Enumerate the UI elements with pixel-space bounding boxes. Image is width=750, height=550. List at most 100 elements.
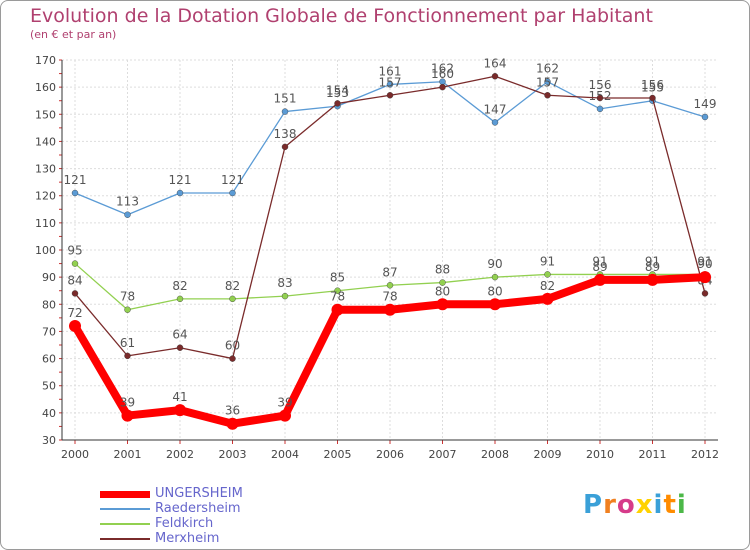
data-point (334, 287, 341, 294)
data-point (541, 292, 554, 305)
data-label: 91 (697, 254, 712, 268)
data-label: 78 (120, 290, 135, 304)
data-point (124, 352, 131, 360)
data-label: 164 (484, 56, 507, 70)
legend-label: Merxheim (155, 531, 220, 546)
data-point (331, 303, 344, 316)
data-label: 87 (382, 265, 397, 279)
data-label: 88 (435, 263, 450, 277)
data-label: 151 (274, 92, 297, 106)
data-point (71, 260, 79, 267)
data-label: 121 (64, 173, 87, 187)
legend-swatch (100, 490, 150, 498)
data-point (124, 211, 131, 218)
data-point (281, 108, 289, 115)
data-point (386, 81, 394, 88)
data-label: 95 (67, 244, 82, 258)
x-tick-label: 2005 (324, 448, 352, 461)
x-tick-label: 2009 (534, 448, 562, 461)
data-point (594, 273, 606, 286)
data-label: 138 (274, 127, 297, 141)
data-label: 162 (431, 62, 454, 76)
data-point (439, 279, 446, 286)
x-tick-label: 2001 (114, 448, 142, 461)
y-tick-label: 110 (35, 217, 56, 230)
data-point (491, 119, 499, 126)
data-point (229, 295, 236, 303)
data-point (436, 298, 449, 311)
data-label: 156 (641, 78, 664, 92)
y-tick-label: 30 (42, 434, 56, 447)
data-point (71, 189, 79, 197)
legend-label: UNGERSHEIM (155, 486, 243, 501)
data-point (229, 355, 236, 362)
data-label: 82 (225, 279, 240, 293)
data-label: 80 (435, 284, 450, 298)
data-label: 78 (330, 290, 345, 304)
y-tick-label: 160 (35, 81, 56, 94)
data-label: 160 (431, 67, 454, 81)
data-label: 64 (172, 328, 187, 342)
data-label: 91 (645, 254, 660, 268)
data-label: 161 (379, 64, 402, 78)
data-label: 89 (645, 260, 660, 274)
x-tick-label: 2004 (271, 448, 299, 461)
y-tick-label: 40 (42, 407, 56, 420)
data-point (226, 417, 239, 430)
data-point (176, 189, 184, 197)
data-label: 90 (487, 257, 502, 271)
data-point (174, 404, 186, 417)
data-label: 36 (225, 404, 240, 418)
data-label: 39 (120, 396, 135, 410)
data-point (71, 290, 79, 297)
y-tick-label: 80 (42, 298, 56, 311)
data-point (701, 113, 709, 121)
data-label: 91 (540, 254, 555, 268)
data-point (596, 94, 604, 102)
data-label: 78 (382, 290, 397, 304)
legend-swatch (100, 523, 150, 525)
x-tick-label: 2008 (481, 448, 509, 461)
data-label: 157 (379, 75, 402, 89)
data-point (176, 295, 184, 303)
x-tick-label: 2012 (691, 448, 719, 461)
data-label: 82 (172, 279, 187, 293)
legend-label: Feldkirch (155, 516, 214, 531)
y-tick-label: 90 (42, 271, 56, 284)
data-point (544, 271, 551, 278)
data-label: 72 (67, 306, 82, 320)
data-label: 83 (277, 276, 292, 290)
data-label: 82 (540, 279, 555, 293)
data-label: 90 (697, 257, 712, 271)
data-point (489, 298, 501, 311)
data-point (69, 320, 81, 332)
data-point (384, 303, 396, 316)
x-tick-label: 2002 (166, 448, 194, 461)
data-point (699, 271, 711, 284)
data-label: 85 (330, 271, 345, 285)
data-label: 157 (536, 75, 559, 89)
data-label: 89 (592, 260, 607, 274)
data-label: 61 (120, 336, 135, 350)
x-tick-label: 2006 (376, 448, 404, 461)
data-label: 84 (67, 273, 82, 287)
x-tick-label: 2011 (639, 448, 667, 461)
legend-label: Raedersheim (155, 501, 241, 516)
chart-title: Evolution de la Dotation Globale de Fonc… (30, 5, 653, 27)
x-tick-label: 2007 (429, 448, 457, 461)
data-point (544, 92, 551, 99)
x-tick-label: 2000 (61, 448, 89, 461)
data-label: 156 (589, 78, 612, 92)
y-tick-label: 130 (35, 163, 56, 176)
data-label: 60 (225, 339, 240, 353)
data-point (281, 143, 289, 151)
data-label: 149 (694, 97, 717, 111)
y-tick-label: 170 (35, 54, 56, 67)
chart-subtitle: (en € et par an) (30, 28, 117, 41)
y-tick-label: 70 (42, 325, 56, 338)
data-label: 147 (484, 102, 507, 116)
data-point (229, 189, 236, 197)
y-tick-label: 150 (35, 108, 56, 121)
data-label: 154 (326, 83, 349, 97)
